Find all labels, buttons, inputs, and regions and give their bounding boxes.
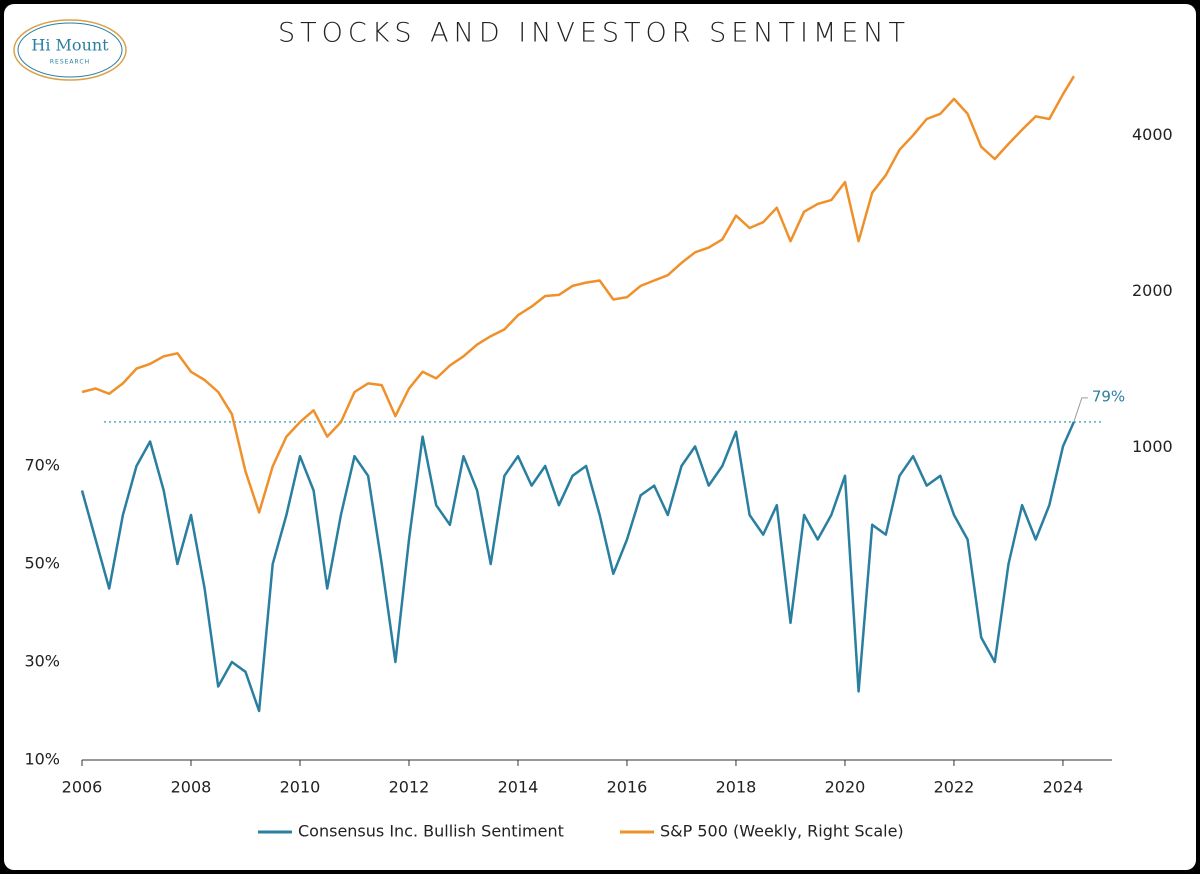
- logo-name: Hi Mount: [31, 36, 109, 55]
- y2-tick-label: 2000: [1132, 281, 1173, 300]
- x-tick-label: 2024: [1043, 778, 1084, 797]
- logo-ring: [13, 19, 127, 81]
- x-tick-label: 2014: [498, 778, 539, 797]
- y-tick-label: 50%: [24, 554, 60, 573]
- data-label: 79%: [1092, 387, 1125, 405]
- legend-label: Consensus Inc. Bullish Sentiment: [298, 822, 564, 841]
- series-line: [81, 75, 1075, 514]
- x-tick-label: 2022: [934, 778, 975, 797]
- x-tick-label: 2020: [825, 778, 866, 797]
- label-leader: [1073, 397, 1088, 423]
- logo-sub: RESEARCH: [50, 59, 90, 66]
- y2-tick-label: 4000: [1132, 125, 1173, 144]
- x-tick-label: 2012: [389, 778, 430, 797]
- x-tick-label: 2006: [62, 778, 103, 797]
- y-tick-label: 30%: [24, 652, 60, 671]
- y2-tick-label: 1000: [1132, 437, 1173, 456]
- logo-ring: [17, 22, 123, 78]
- legend-label: S&P 500 (Weekly, Right Scale): [660, 822, 904, 841]
- y-tick-label: 10%: [24, 750, 60, 769]
- x-tick-label: 2018: [716, 778, 757, 797]
- x-tick-label: 2008: [171, 778, 212, 797]
- series-line: [80, 421, 1076, 713]
- x-tick-label: 2010: [280, 778, 321, 797]
- x-tick-label: 2016: [607, 778, 648, 797]
- y-tick-label: 70%: [24, 456, 60, 475]
- chart-title: STOCKS AND INVESTOR SENTIMENT: [278, 18, 910, 49]
- background: [4, 4, 1196, 870]
